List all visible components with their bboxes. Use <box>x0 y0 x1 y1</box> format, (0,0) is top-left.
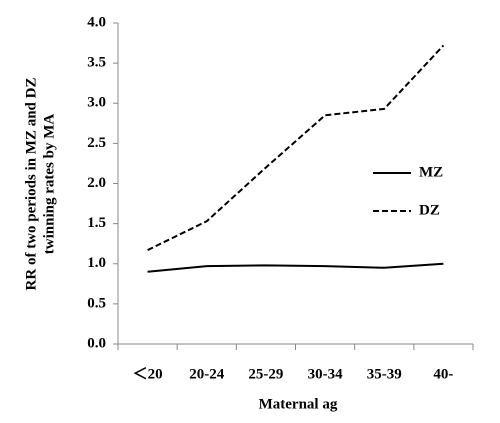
legend-label: MZ <box>419 164 443 180</box>
y-tick-label: 2.0 <box>87 175 106 191</box>
series-line <box>147 44 445 252</box>
y-tick-label: 0.5 <box>87 295 106 311</box>
y-tick-label: 2.5 <box>87 135 106 151</box>
y-axis-title-line: RR of two periods in MZ and DZ <box>23 78 39 291</box>
x-tick-label: ＜20 <box>133 366 163 382</box>
legend-label: DZ <box>419 202 440 218</box>
series-line <box>147 262 444 273</box>
y-tick-label: 0.0 <box>87 335 106 351</box>
x-axis-title: Maternal ag <box>259 396 338 412</box>
x-tick-label: 25‐29 <box>248 366 283 382</box>
x-tick-label: 40‐ <box>433 366 453 382</box>
x-tick-label: 20‐24 <box>189 366 224 382</box>
x-tick-label: 35‐39 <box>367 366 402 382</box>
y-axis-title: RR of two periods in MZ and DZ twinning … <box>23 78 57 291</box>
x-tick-label: 30‐34 <box>308 366 343 382</box>
y-tick-label: 1.5 <box>87 215 106 231</box>
y-tick-label: 3.5 <box>87 55 106 71</box>
y-axis-title-line: twinning rates by MA <box>41 114 57 255</box>
y-tick-label: 1.0 <box>87 255 106 271</box>
y-tick-label: 3.0 <box>87 95 106 111</box>
y-tick-label: 4.0 <box>87 14 106 30</box>
